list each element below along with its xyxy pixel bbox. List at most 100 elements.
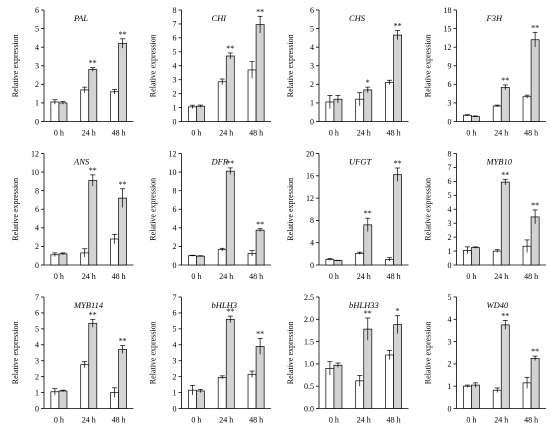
y-tick-label: 1	[310, 99, 314, 108]
x-tick-label: 0 h	[466, 272, 476, 281]
significance-label: **	[531, 23, 539, 32]
x-tick-label: 48 h	[249, 416, 263, 425]
y-tick-label: 5	[173, 48, 177, 57]
y-tick-label: 2	[35, 80, 39, 89]
y-tick-label: 12	[306, 194, 314, 203]
bar	[530, 216, 540, 266]
y-tick-label: 5	[448, 293, 452, 302]
bar	[530, 39, 540, 122]
y-tick-label: 1	[448, 247, 452, 256]
y-tick-label: 6	[310, 6, 314, 15]
y-axis-label: Relative expression	[424, 321, 433, 384]
significance-label: **	[119, 30, 127, 39]
significance-label: *	[396, 307, 400, 316]
y-tick-label: 15	[444, 24, 452, 33]
bar	[393, 34, 402, 122]
x-tick-label: 24 h	[357, 416, 371, 425]
bar	[500, 324, 510, 409]
significance-label: **	[394, 21, 402, 30]
y-tick-label: 3	[448, 337, 452, 346]
chart-title: WD40	[487, 300, 509, 310]
bar	[355, 252, 365, 266]
chart-panel: 0 1 2 3 4 5 6 7 8 Relative expression MYB10 0 h ** 24…	[424, 149, 546, 281]
chart-title: UFGT	[349, 157, 372, 167]
x-tick-label: 48 h	[387, 129, 401, 138]
y-tick-label: 4	[310, 43, 314, 52]
y-axis-label: Relative expression	[424, 178, 433, 241]
bar	[500, 181, 510, 266]
bar	[88, 69, 98, 122]
chart-panel: 0 2 4 6 8 10 12 Relative expression DFR 0 h ** 24 h…	[149, 149, 271, 281]
bar	[247, 373, 257, 409]
y-tick-label: 7	[173, 293, 177, 302]
bar	[492, 105, 502, 122]
bar	[333, 260, 343, 266]
y-axis-label: Relative expression	[424, 34, 433, 97]
x-tick-label: 0 h	[191, 272, 201, 281]
y-tick-label: 7	[35, 293, 39, 302]
y-axis-label: Relative expression	[149, 178, 158, 241]
y-tick-label: 6	[35, 309, 39, 318]
y-tick-label: 5	[173, 325, 177, 334]
chart-title: CHI	[212, 13, 228, 23]
x-tick-label: 0 h	[466, 416, 476, 425]
bar	[463, 114, 472, 122]
x-tick-label: 24 h	[82, 129, 96, 138]
chart-panel: 0 2 4 6 8 10 12 Relative expression ANS 0 h ** 24 h…	[11, 149, 134, 281]
significance-label: **	[394, 159, 402, 168]
y-tick-label: 6	[173, 309, 177, 318]
significance-label: **	[531, 347, 539, 356]
y-tick-label: 3	[448, 219, 452, 228]
bar	[522, 96, 532, 122]
y-tick-label: 6	[35, 6, 39, 15]
bar	[58, 390, 68, 409]
y-tick-label: 12	[444, 43, 452, 52]
y-tick-label: 6	[448, 177, 452, 186]
significance-label: *	[366, 78, 370, 87]
x-tick-label: 0 h	[54, 129, 64, 138]
y-tick-label: 8	[173, 186, 177, 195]
y-tick-label: 7	[448, 163, 452, 172]
bar	[196, 105, 205, 122]
y-tick-label: 10	[169, 168, 177, 177]
y-tick-label: 3	[448, 99, 452, 108]
bar	[363, 328, 373, 409]
x-tick-label: 48 h	[524, 129, 538, 138]
y-tick-label: 1	[173, 103, 177, 112]
x-tick-label: 24 h	[357, 129, 371, 138]
chart-title: ANS	[73, 157, 90, 167]
y-tick-label: 4	[173, 62, 177, 71]
y-axis-label: Relative expression	[149, 34, 158, 97]
chart-title: MYB114	[73, 300, 104, 310]
chart-title: bHLH33	[349, 300, 379, 310]
y-tick-label: 0	[310, 261, 314, 270]
y-tick-label: 5	[35, 325, 39, 334]
x-tick-label: 0 h	[54, 272, 64, 281]
y-tick-label: 12	[169, 149, 177, 158]
y-tick-label: 1	[35, 99, 39, 108]
bar	[471, 116, 480, 122]
significance-label: **	[119, 180, 127, 189]
bar	[80, 364, 90, 409]
bar	[88, 322, 98, 409]
y-tick-label: 0	[173, 117, 177, 126]
bar	[255, 24, 265, 122]
bar	[118, 43, 127, 122]
y-tick-label: 0	[35, 404, 39, 413]
bar	[58, 253, 68, 266]
y-tick-label: 0	[448, 117, 452, 126]
y-tick-label: 3	[173, 357, 177, 366]
bar	[196, 255, 205, 266]
x-tick-label: 48 h	[249, 129, 263, 138]
y-tick-label: 20	[306, 149, 314, 158]
y-tick-label: 9	[448, 62, 452, 71]
chart-panel: 0 1 2 3 4 5 6 Relative expression CHS 0 h * 24 h ** 4…	[286, 6, 409, 138]
x-tick-label: 24 h	[494, 272, 508, 281]
bar	[118, 349, 127, 409]
x-tick-label: 24 h	[82, 416, 96, 425]
y-tick-label: 4	[35, 43, 39, 52]
x-tick-label: 0 h	[191, 416, 201, 425]
x-tick-label: 24 h	[219, 129, 233, 138]
chart-title: PAL	[73, 13, 88, 23]
y-axis-label: Relative expression	[286, 321, 295, 384]
